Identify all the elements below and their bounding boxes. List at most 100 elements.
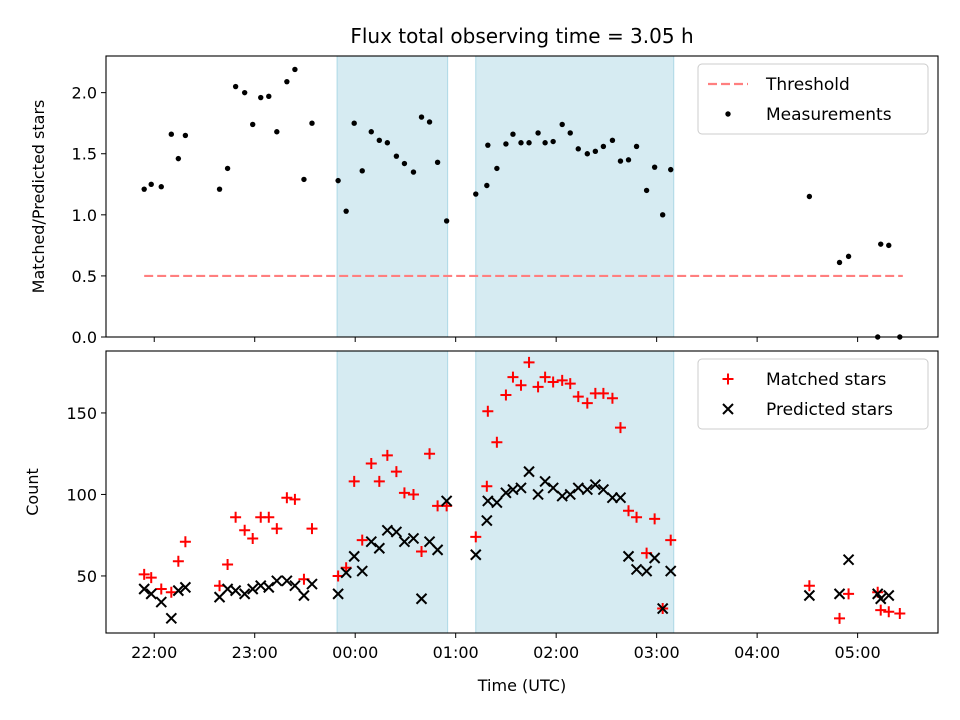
data-point bbox=[175, 155, 182, 162]
legend-box bbox=[697, 358, 929, 430]
y-tick-label: 1.5 bbox=[72, 145, 97, 164]
data-point bbox=[298, 589, 310, 602]
data-point bbox=[232, 83, 239, 90]
axes-frame bbox=[105, 55, 939, 338]
data-point bbox=[643, 187, 650, 194]
data-point bbox=[482, 405, 494, 417]
data-point bbox=[622, 550, 635, 563]
y-tick-label: 2.0 bbox=[72, 84, 97, 103]
data-point bbox=[470, 531, 482, 543]
data-point bbox=[373, 475, 385, 487]
data-point bbox=[500, 487, 512, 499]
data-point bbox=[631, 511, 643, 523]
data-point bbox=[649, 513, 661, 525]
data-point bbox=[494, 165, 500, 172]
data-point bbox=[148, 181, 154, 187]
data-point bbox=[550, 138, 556, 145]
data-point bbox=[381, 449, 393, 461]
data-point bbox=[547, 376, 559, 388]
data-point bbox=[845, 253, 852, 260]
data-point bbox=[843, 588, 855, 600]
data-point bbox=[572, 391, 584, 403]
chart-title: Flux total observing time = 3.05 h bbox=[350, 24, 693, 48]
data-point bbox=[431, 544, 444, 556]
legend-box bbox=[697, 63, 929, 135]
data-point bbox=[158, 184, 164, 190]
data-point bbox=[155, 596, 167, 608]
data-point bbox=[575, 146, 581, 152]
data-point bbox=[271, 523, 283, 535]
data-point bbox=[274, 129, 280, 135]
data-point bbox=[473, 191, 479, 197]
data-point bbox=[301, 176, 307, 183]
data-point bbox=[365, 536, 377, 548]
y-tick-label: 1.0 bbox=[72, 206, 97, 225]
data-point bbox=[381, 524, 394, 537]
data-point bbox=[241, 89, 248, 96]
y-tick-label: 50 bbox=[77, 567, 97, 586]
data-point bbox=[597, 483, 610, 496]
x-tick-label: 00:00 bbox=[332, 643, 378, 662]
data-point bbox=[482, 495, 494, 507]
data-point bbox=[398, 536, 411, 548]
data-point bbox=[145, 588, 157, 600]
data-point bbox=[263, 511, 275, 523]
data-point bbox=[393, 153, 400, 159]
data-point bbox=[281, 492, 293, 504]
data-point bbox=[398, 487, 410, 499]
data-point bbox=[418, 114, 425, 120]
data-point bbox=[390, 466, 402, 478]
data-point bbox=[172, 584, 185, 597]
data-point bbox=[510, 131, 516, 137]
shaded-interval-1 bbox=[336, 55, 449, 338]
data-point bbox=[584, 151, 591, 157]
x-tick-label: 03:00 bbox=[634, 643, 680, 662]
data-point bbox=[356, 534, 368, 546]
data-point bbox=[491, 496, 503, 509]
data-point bbox=[481, 514, 493, 527]
data-point bbox=[443, 218, 450, 224]
data-point bbox=[332, 588, 344, 600]
legend-label: Measurements bbox=[766, 105, 892, 125]
data-point bbox=[539, 371, 551, 383]
data-point bbox=[246, 583, 259, 595]
data-point bbox=[617, 158, 624, 164]
data-point bbox=[484, 182, 490, 189]
data-point bbox=[539, 475, 551, 488]
data-point bbox=[138, 583, 150, 595]
y-tick-label: 100 bbox=[66, 485, 97, 504]
data-point bbox=[518, 140, 524, 146]
data-point bbox=[833, 588, 846, 600]
data-point bbox=[348, 475, 360, 487]
data-point bbox=[523, 356, 535, 368]
data-point bbox=[625, 157, 632, 163]
data-point bbox=[481, 480, 493, 492]
data-point bbox=[564, 488, 576, 501]
data-point bbox=[258, 94, 264, 101]
data-point bbox=[401, 160, 408, 167]
data-point bbox=[640, 565, 653, 577]
data-point bbox=[886, 242, 892, 249]
x-tick-label: 23:00 bbox=[232, 643, 278, 662]
ratio-panel: 0.0 0.5 1.0 1.5 2.0 Matched/Predicted stars Th… bbox=[29, 55, 939, 347]
data-point bbox=[609, 137, 616, 143]
data-point bbox=[507, 371, 519, 383]
data-point bbox=[894, 607, 906, 619]
data-point bbox=[491, 436, 503, 448]
data-point bbox=[572, 482, 584, 494]
data-point bbox=[182, 132, 189, 139]
data-point bbox=[515, 482, 527, 494]
data-point bbox=[597, 387, 609, 399]
data-point bbox=[384, 140, 391, 146]
data-point bbox=[416, 545, 428, 557]
data-point bbox=[633, 143, 640, 150]
data-point bbox=[179, 536, 191, 548]
data-point bbox=[883, 589, 895, 602]
data-point bbox=[138, 568, 150, 580]
data-point bbox=[376, 137, 383, 143]
data-point bbox=[803, 589, 816, 602]
data-point bbox=[526, 140, 532, 146]
data-point bbox=[250, 121, 256, 128]
data-point bbox=[281, 575, 293, 587]
